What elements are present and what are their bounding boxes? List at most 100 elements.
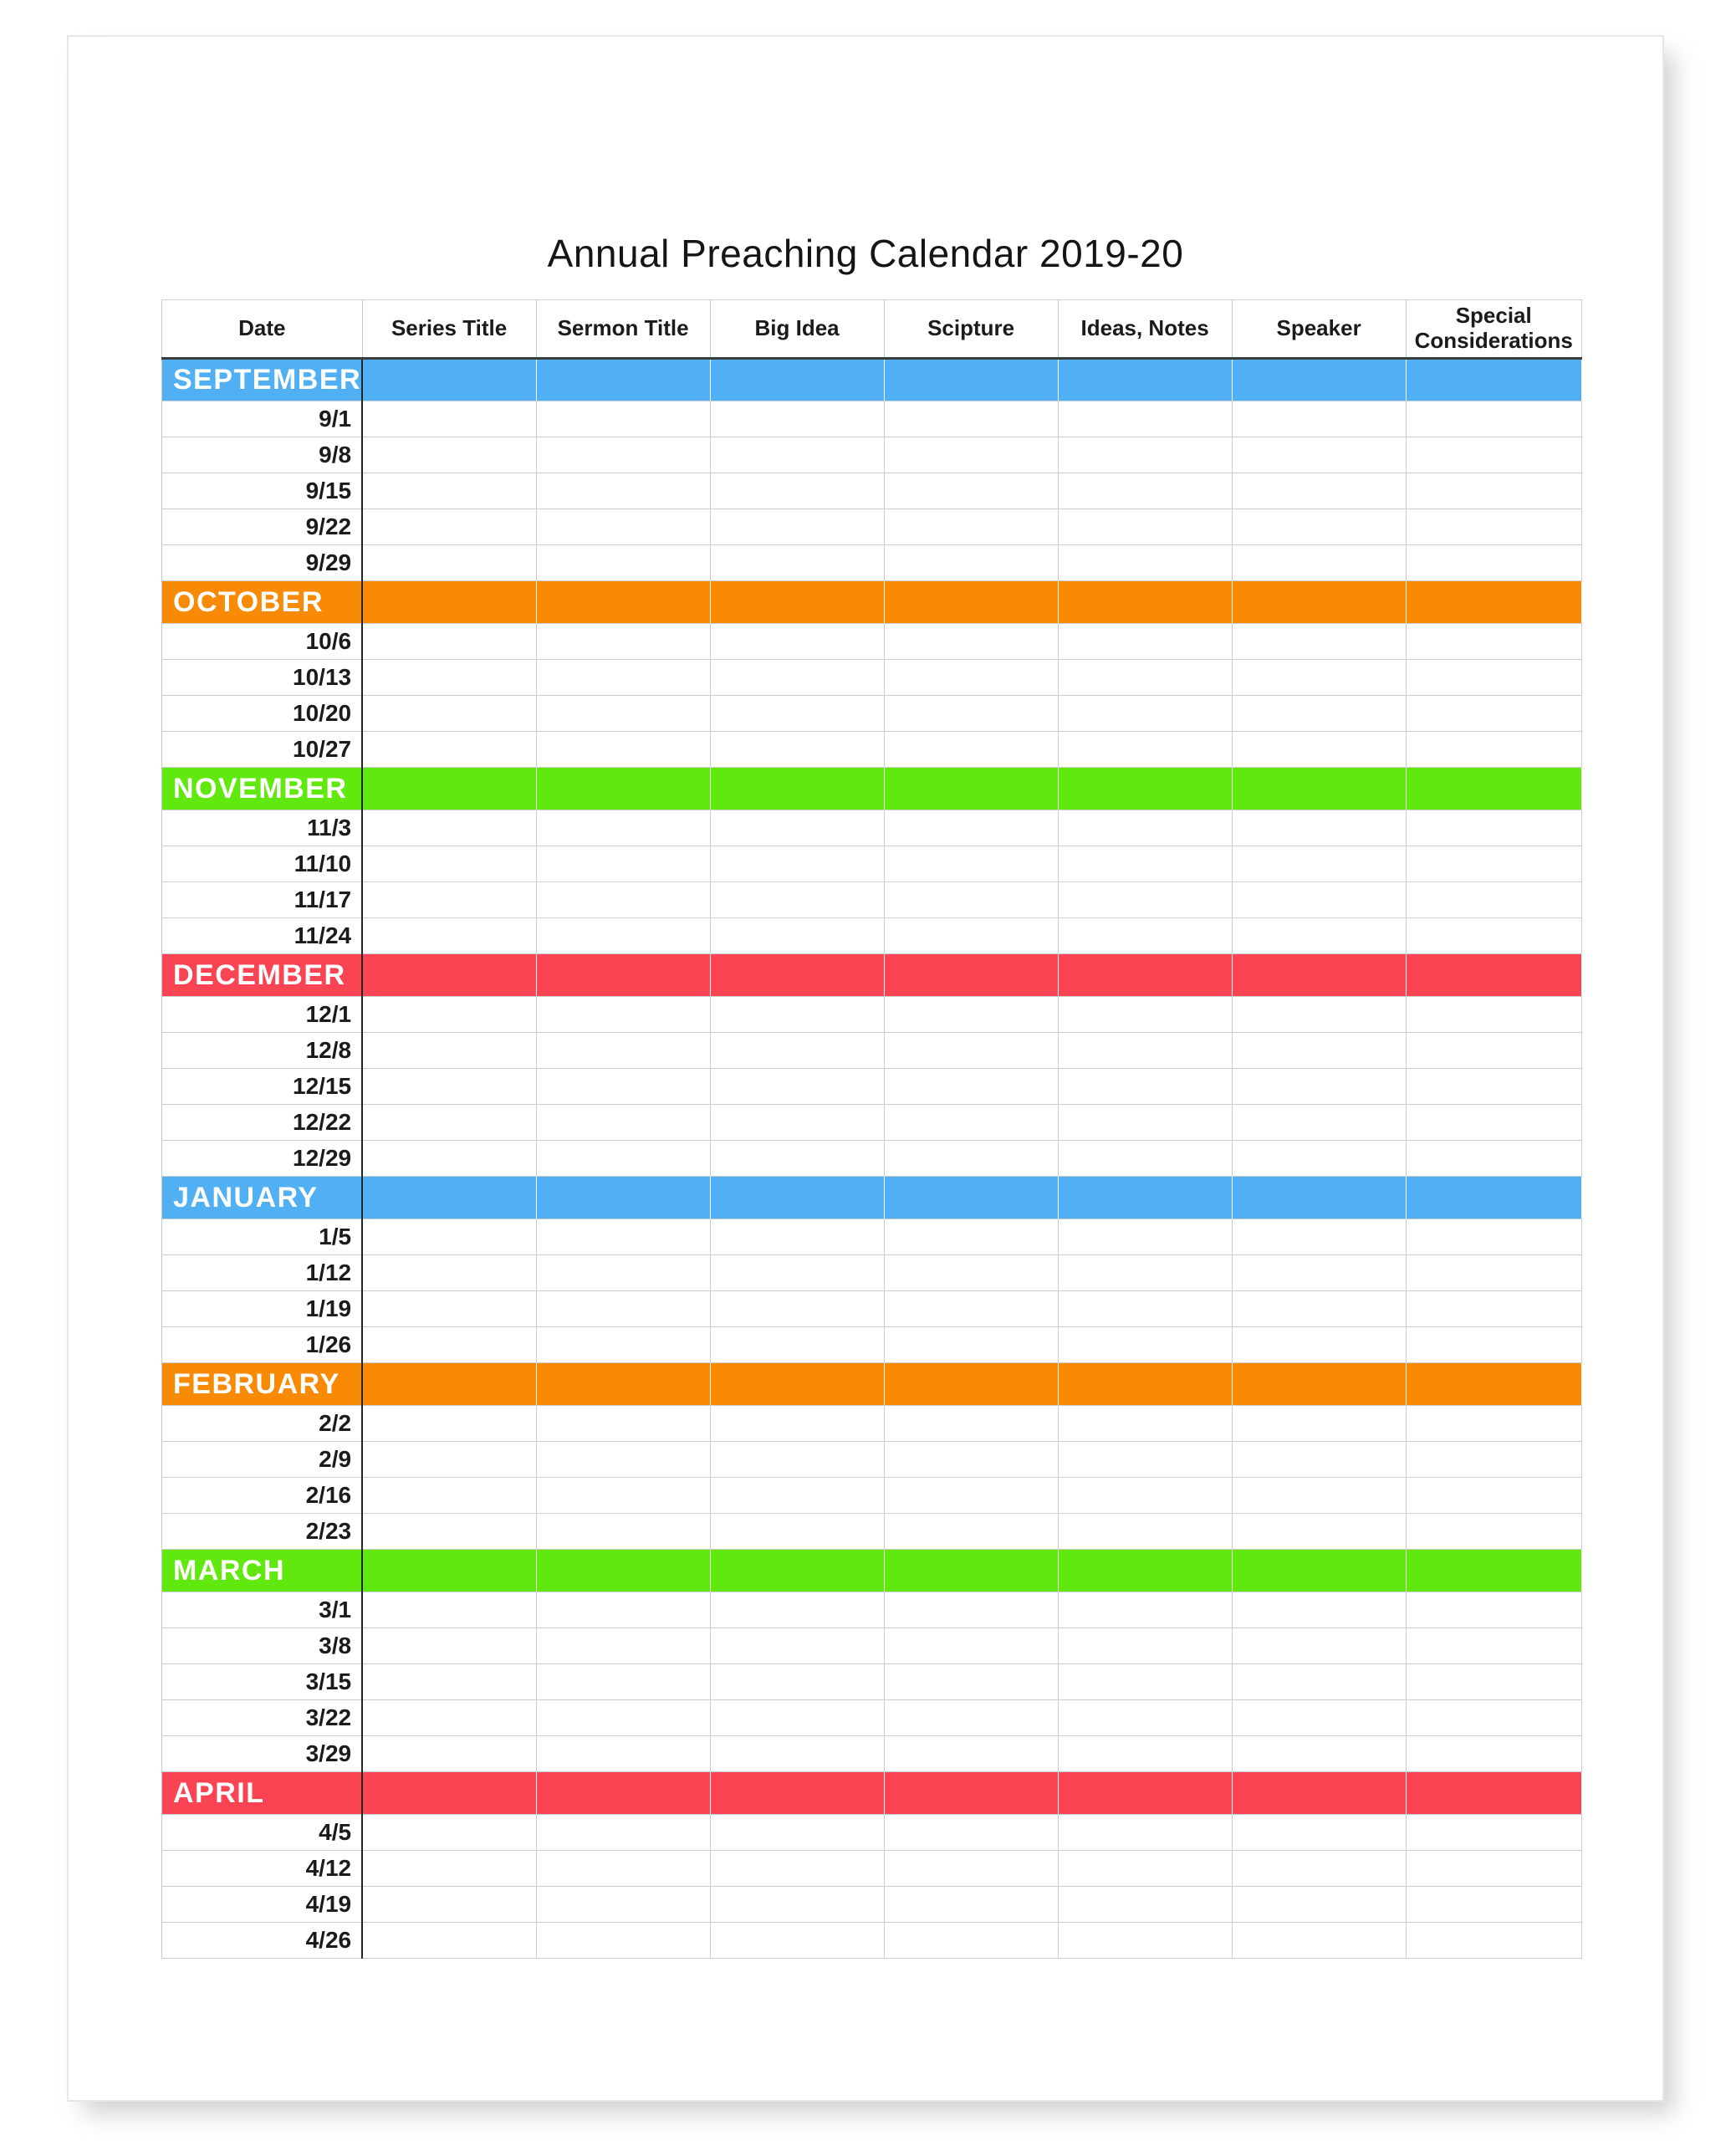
empty-cell-big-idea bbox=[710, 1477, 885, 1514]
empty-cell-sermon-title bbox=[536, 1140, 711, 1177]
date-row-1-5: 1/5 bbox=[161, 1219, 1582, 1255]
empty-cell-ideas-notes bbox=[1058, 846, 1233, 882]
date-row-11-10: 11/10 bbox=[161, 846, 1582, 882]
empty-cell-ideas-notes bbox=[1058, 1326, 1233, 1363]
empty-cell-series-title bbox=[362, 1663, 537, 1700]
date-row-9-1: 9/1 bbox=[161, 401, 1582, 437]
empty-cell-special-considerations bbox=[1406, 1441, 1582, 1478]
date-cell-3-29: 3/29 bbox=[161, 1735, 364, 1772]
table-body: SEPTEMBER 9/1 9/8 9/15 9/22 9/29 OCTOBER 10/6 10… bbox=[161, 358, 1582, 1959]
month-empty-cell bbox=[1058, 358, 1233, 401]
empty-cell-scipture bbox=[884, 1477, 1059, 1514]
empty-cell-ideas-notes bbox=[1058, 437, 1233, 473]
date-cell-10-13: 10/13 bbox=[161, 659, 364, 696]
empty-cell-big-idea bbox=[710, 1254, 885, 1291]
empty-cell-ideas-notes bbox=[1058, 695, 1233, 732]
empty-cell-scipture bbox=[884, 810, 1059, 846]
empty-cell-scipture bbox=[884, 1814, 1059, 1851]
month-empty-cell bbox=[884, 1362, 1059, 1406]
empty-cell-series-title bbox=[362, 1290, 537, 1327]
empty-cell-series-title bbox=[362, 1699, 537, 1736]
month-empty-cell bbox=[536, 1771, 711, 1815]
empty-cell-ideas-notes bbox=[1058, 1922, 1233, 1959]
empty-cell-sermon-title bbox=[536, 731, 711, 768]
empty-cell-big-idea bbox=[710, 810, 885, 846]
month-label-september: SEPTEMBER bbox=[161, 358, 364, 401]
month-empty-cell bbox=[1406, 1549, 1582, 1592]
empty-cell-scipture bbox=[884, 1850, 1059, 1887]
month-empty-cell bbox=[1232, 1771, 1407, 1815]
empty-cell-special-considerations bbox=[1406, 1814, 1582, 1851]
empty-cell-series-title bbox=[362, 881, 537, 918]
month-empty-cell bbox=[884, 580, 1059, 624]
date-row-4-5: 4/5 bbox=[161, 1814, 1582, 1851]
empty-cell-speaker bbox=[1232, 473, 1407, 509]
empty-cell-series-title bbox=[362, 1850, 537, 1887]
empty-cell-scipture bbox=[884, 1441, 1059, 1478]
date-cell-10-27: 10/27 bbox=[161, 731, 364, 768]
empty-cell-series-title bbox=[362, 1140, 537, 1177]
empty-cell-sermon-title bbox=[536, 623, 711, 660]
empty-cell-ideas-notes bbox=[1058, 917, 1233, 954]
date-row-1-19: 1/19 bbox=[161, 1290, 1582, 1327]
empty-cell-scipture bbox=[884, 996, 1059, 1033]
month-empty-cell bbox=[536, 358, 711, 401]
date-cell-11-3: 11/3 bbox=[161, 810, 364, 846]
empty-cell-special-considerations bbox=[1406, 1922, 1582, 1959]
empty-cell-big-idea bbox=[710, 1699, 885, 1736]
empty-cell-big-idea bbox=[710, 996, 885, 1033]
empty-cell-speaker bbox=[1232, 1219, 1407, 1255]
month-empty-cell bbox=[1232, 1176, 1407, 1219]
month-row-march: MARCH bbox=[161, 1549, 1582, 1592]
empty-cell-series-title bbox=[362, 1032, 537, 1069]
month-empty-cell bbox=[1058, 1362, 1233, 1406]
empty-cell-series-title bbox=[362, 810, 537, 846]
empty-cell-scipture bbox=[884, 881, 1059, 918]
empty-cell-speaker bbox=[1232, 437, 1407, 473]
month-empty-cell bbox=[362, 358, 537, 401]
empty-cell-scipture bbox=[884, 623, 1059, 660]
date-row-3-1: 3/1 bbox=[161, 1592, 1582, 1628]
empty-cell-series-title bbox=[362, 1326, 537, 1363]
empty-cell-scipture bbox=[884, 1104, 1059, 1141]
empty-cell-ideas-notes bbox=[1058, 1850, 1233, 1887]
empty-cell-ideas-notes bbox=[1058, 1699, 1233, 1736]
empty-cell-sermon-title bbox=[536, 1850, 711, 1887]
empty-cell-speaker bbox=[1232, 996, 1407, 1033]
empty-cell-speaker bbox=[1232, 881, 1407, 918]
date-row-12-8: 12/8 bbox=[161, 1032, 1582, 1069]
empty-cell-scipture bbox=[884, 1032, 1059, 1069]
date-row-9-15: 9/15 bbox=[161, 473, 1582, 509]
month-empty-cell bbox=[1406, 1771, 1582, 1815]
date-cell-1-5: 1/5 bbox=[161, 1219, 364, 1255]
empty-cell-ideas-notes bbox=[1058, 659, 1233, 696]
month-empty-cell bbox=[1232, 580, 1407, 624]
month-empty-cell bbox=[710, 358, 885, 401]
month-label-april: APRIL bbox=[161, 1771, 364, 1815]
empty-cell-series-title bbox=[362, 1814, 537, 1851]
month-empty-cell bbox=[1406, 1176, 1582, 1219]
empty-cell-scipture bbox=[884, 846, 1059, 882]
month-empty-cell bbox=[884, 1771, 1059, 1815]
date-cell-12-15: 12/15 bbox=[161, 1068, 364, 1105]
date-cell-10-20: 10/20 bbox=[161, 695, 364, 732]
empty-cell-sermon-title bbox=[536, 1592, 711, 1628]
empty-cell-big-idea bbox=[710, 917, 885, 954]
preaching-calendar-table: Date Series Title Sermon Title Big Idea Scip… bbox=[161, 299, 1582, 1959]
month-empty-cell bbox=[536, 953, 711, 997]
empty-cell-sermon-title bbox=[536, 437, 711, 473]
empty-cell-speaker bbox=[1232, 1477, 1407, 1514]
date-row-9-22: 9/22 bbox=[161, 508, 1582, 545]
date-row-9-8: 9/8 bbox=[161, 437, 1582, 473]
empty-cell-series-title bbox=[362, 401, 537, 437]
column-header-big-idea: Big Idea bbox=[709, 299, 885, 360]
empty-cell-special-considerations bbox=[1406, 1513, 1582, 1550]
empty-cell-sermon-title bbox=[536, 695, 711, 732]
empty-cell-series-title bbox=[362, 544, 537, 581]
empty-cell-big-idea bbox=[710, 401, 885, 437]
month-empty-cell bbox=[1058, 1549, 1233, 1592]
empty-cell-sermon-title bbox=[536, 1814, 711, 1851]
date-row-10-20: 10/20 bbox=[161, 695, 1582, 732]
empty-cell-ideas-notes bbox=[1058, 1627, 1233, 1664]
empty-cell-series-title bbox=[362, 1104, 537, 1141]
